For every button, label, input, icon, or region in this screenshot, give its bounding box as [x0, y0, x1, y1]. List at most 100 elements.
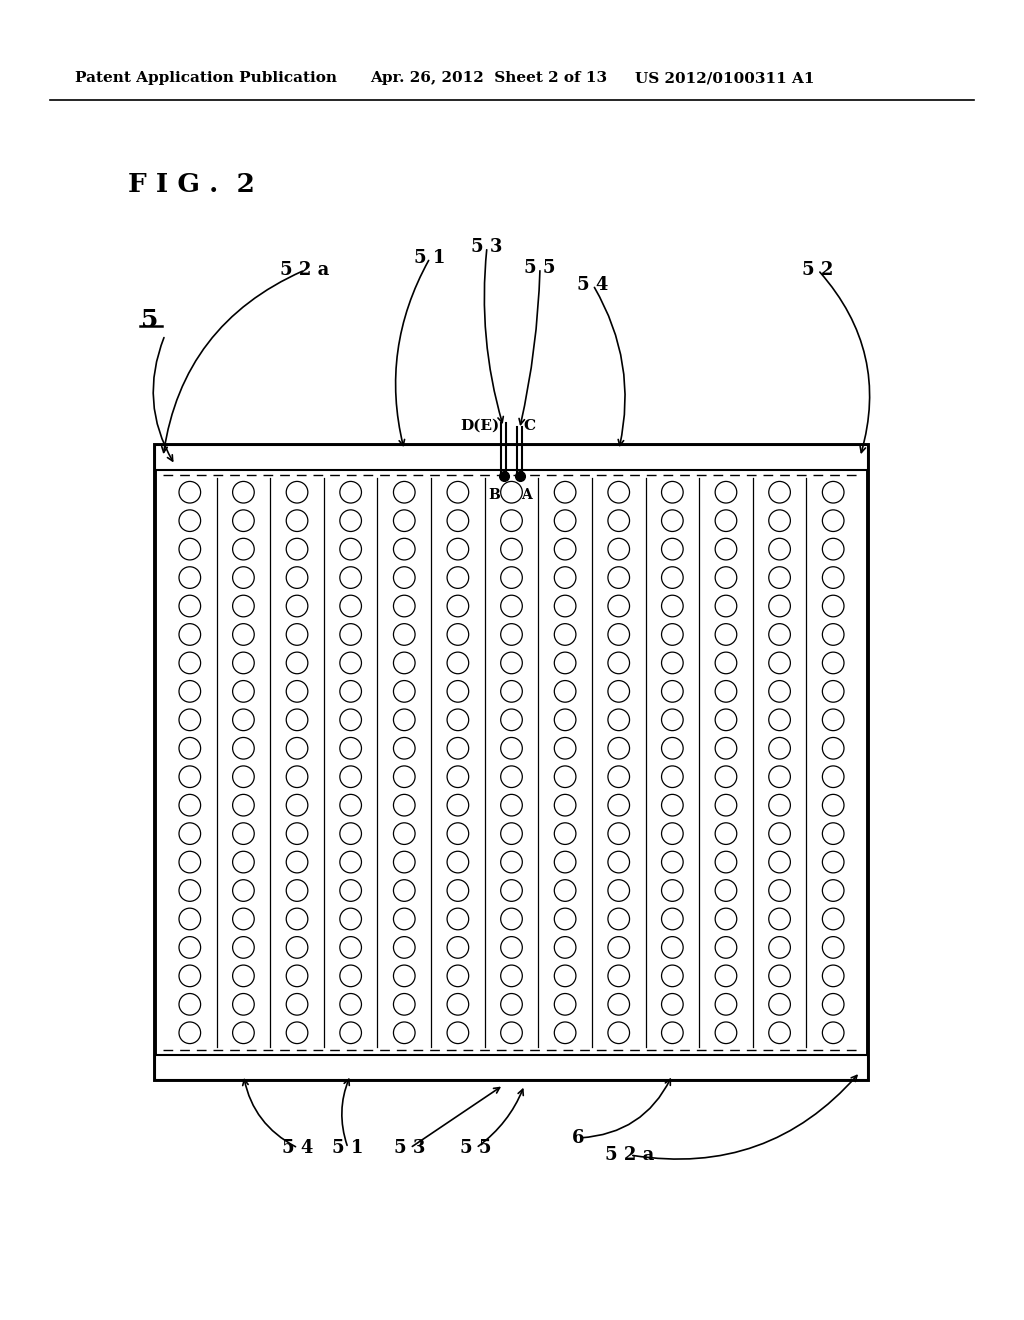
Circle shape [608, 510, 630, 532]
Circle shape [662, 965, 683, 986]
Circle shape [608, 851, 630, 873]
Circle shape [340, 879, 361, 902]
Text: US 2012/0100311 A1: US 2012/0100311 A1 [635, 71, 814, 84]
Circle shape [447, 738, 469, 759]
Circle shape [662, 766, 683, 788]
Circle shape [822, 766, 844, 788]
Circle shape [769, 908, 791, 929]
Circle shape [608, 908, 630, 929]
Circle shape [608, 1022, 630, 1044]
Circle shape [179, 595, 201, 616]
Circle shape [501, 822, 522, 845]
Circle shape [715, 482, 737, 503]
Circle shape [393, 482, 415, 503]
Circle shape [179, 822, 201, 845]
Circle shape [715, 681, 737, 702]
Circle shape [715, 652, 737, 673]
Circle shape [608, 879, 630, 902]
Circle shape [232, 766, 254, 788]
Circle shape [393, 1022, 415, 1044]
Circle shape [608, 681, 630, 702]
Circle shape [447, 994, 469, 1015]
Text: 5 1: 5 1 [333, 1139, 364, 1158]
Text: D(E): D(E) [460, 418, 500, 433]
Text: 5 3: 5 3 [394, 1139, 426, 1158]
Circle shape [340, 908, 361, 929]
Circle shape [287, 681, 308, 702]
Circle shape [715, 908, 737, 929]
Circle shape [340, 965, 361, 986]
Circle shape [554, 482, 575, 503]
Circle shape [769, 652, 791, 673]
Circle shape [232, 595, 254, 616]
Circle shape [393, 681, 415, 702]
Circle shape [393, 908, 415, 929]
Circle shape [608, 623, 630, 645]
Circle shape [608, 965, 630, 986]
Circle shape [662, 937, 683, 958]
Circle shape [179, 1022, 201, 1044]
Circle shape [447, 681, 469, 702]
Circle shape [715, 994, 737, 1015]
Text: 5 5: 5 5 [524, 259, 556, 277]
Circle shape [232, 822, 254, 845]
Circle shape [340, 595, 361, 616]
Circle shape [715, 595, 737, 616]
Text: 5 2: 5 2 [803, 261, 834, 279]
Circle shape [608, 795, 630, 816]
Circle shape [822, 738, 844, 759]
Circle shape [340, 709, 361, 731]
Circle shape [608, 994, 630, 1015]
Text: C: C [523, 418, 536, 433]
Circle shape [554, 623, 575, 645]
Circle shape [232, 879, 254, 902]
Circle shape [287, 994, 308, 1015]
Bar [155, 1055, 868, 1080]
Circle shape [179, 851, 201, 873]
Circle shape [179, 965, 201, 986]
Circle shape [232, 681, 254, 702]
Circle shape [769, 681, 791, 702]
Circle shape [822, 623, 844, 645]
Circle shape [287, 595, 308, 616]
Circle shape [340, 539, 361, 560]
Circle shape [287, 482, 308, 503]
Circle shape [822, 795, 844, 816]
Circle shape [554, 681, 575, 702]
Circle shape [447, 1022, 469, 1044]
Text: B: B [488, 488, 501, 502]
Circle shape [501, 908, 522, 929]
Circle shape [179, 681, 201, 702]
Text: 5 4: 5 4 [578, 276, 608, 294]
Circle shape [662, 595, 683, 616]
Circle shape [715, 510, 737, 532]
Circle shape [501, 738, 522, 759]
Circle shape [393, 566, 415, 589]
Circle shape [554, 908, 575, 929]
Circle shape [769, 595, 791, 616]
Circle shape [447, 795, 469, 816]
Circle shape [287, 510, 308, 532]
Circle shape [179, 994, 201, 1015]
Circle shape [715, 879, 737, 902]
Circle shape [662, 709, 683, 731]
Circle shape [287, 1022, 308, 1044]
Circle shape [662, 566, 683, 589]
Circle shape [179, 937, 201, 958]
Circle shape [340, 937, 361, 958]
Circle shape [393, 652, 415, 673]
Circle shape [393, 994, 415, 1015]
Circle shape [822, 1022, 844, 1044]
Circle shape [662, 738, 683, 759]
Circle shape [232, 623, 254, 645]
Circle shape [662, 822, 683, 845]
Circle shape [822, 652, 844, 673]
Circle shape [232, 510, 254, 532]
Circle shape [232, 851, 254, 873]
Circle shape [554, 595, 575, 616]
Circle shape [447, 766, 469, 788]
Circle shape [179, 623, 201, 645]
Circle shape [501, 681, 522, 702]
Circle shape [662, 795, 683, 816]
Bar [155, 445, 868, 1080]
